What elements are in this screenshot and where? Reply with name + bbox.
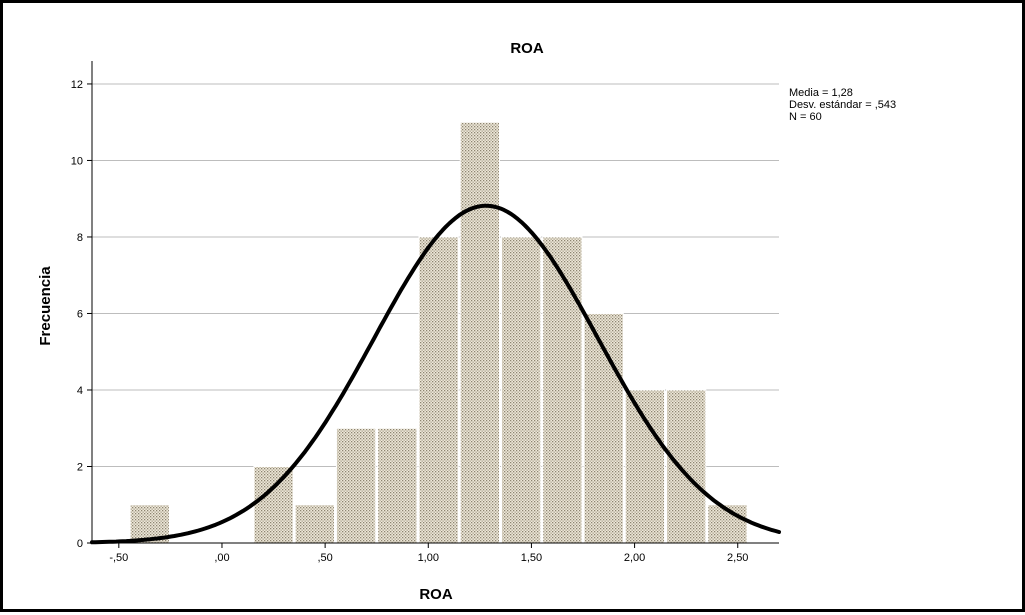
normal-curve — [90, 203, 781, 545]
stat-mean: Media = 1,28 — [789, 87, 853, 99]
histogram-bar-10 — [542, 236, 583, 544]
x-tick-label-6: 2,50 — [727, 552, 748, 564]
x-tick-label-3: 1,00 — [418, 552, 439, 564]
y-tick-label-2: 4 — [77, 385, 83, 397]
histogram-bars — [129, 121, 748, 544]
histogram-bar-9 — [500, 236, 542, 544]
x-tick-label-1: ,00 — [214, 552, 229, 564]
y-tick-label-4: 8 — [77, 232, 83, 244]
y-tick-label-6: 12 — [71, 79, 83, 91]
histogram-bar-4 — [294, 504, 335, 544]
histogram-bar-7 — [418, 236, 459, 544]
chart-title: ROA — [510, 40, 544, 57]
stat-n: N = 60 — [789, 111, 822, 123]
histogram-bar-13 — [666, 389, 707, 544]
histogram-bar-8 — [459, 121, 500, 544]
y-tick-label-5: 10 — [71, 155, 83, 167]
histogram-bar-5 — [335, 427, 377, 544]
x-tick-label-5: 2,00 — [624, 552, 645, 564]
histogram-bar-12 — [624, 389, 666, 544]
stat-std-dev: Desv. estándar = ,543 — [789, 99, 896, 111]
y-tick-label-1: 2 — [77, 461, 83, 473]
histogram-bar-3 — [253, 465, 294, 544]
y-tick-label-0: 0 — [77, 538, 83, 550]
x-tick-label-4: 1,50 — [521, 552, 542, 564]
y-tick-label-3: 6 — [77, 308, 83, 320]
x-tick-label-2: ,50 — [317, 552, 332, 564]
axis-ticks: -,50 ,00 ,50 1,00 1,50 2,00 2,50 0 2 4 6 8 10 12 — [71, 79, 749, 564]
y-axis-label: Frecuencia — [37, 266, 54, 346]
x-axis-label: ROA — [419, 586, 453, 603]
x-tick-label-0: -,50 — [109, 552, 128, 564]
histogram-bar-6 — [377, 427, 418, 544]
